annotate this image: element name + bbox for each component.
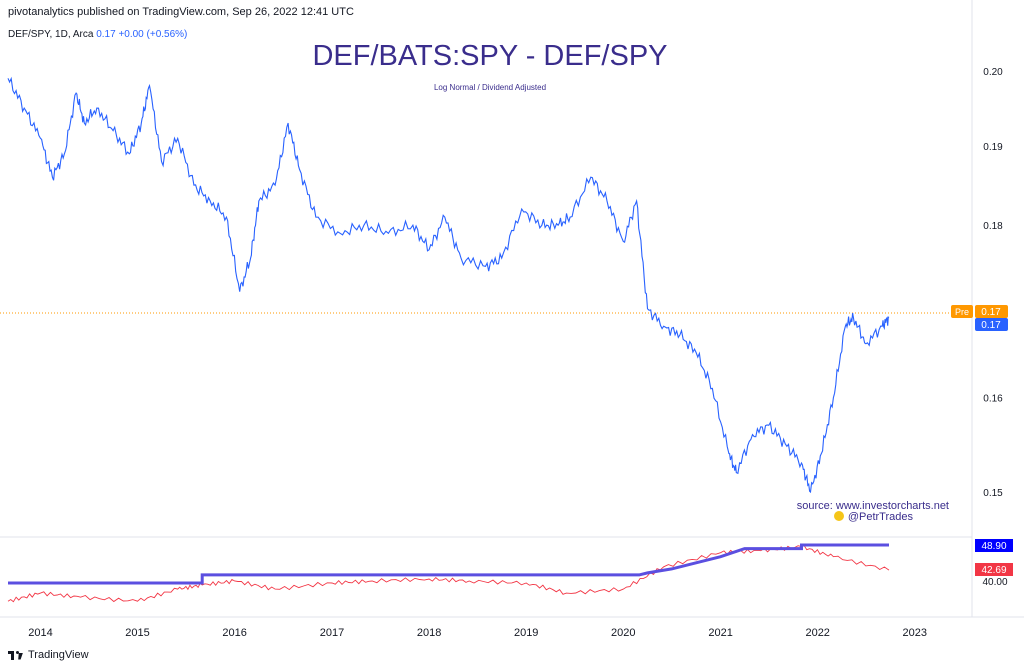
footer-brand-label: TradingView: [28, 649, 89, 661]
price-tick-label: 0.18: [983, 221, 1003, 232]
pre-badge-value: 0.17: [981, 307, 1001, 318]
last-price-badge-box: [975, 318, 1008, 331]
symbol-label: DEF/SPY, 1D, Arca: [8, 29, 94, 40]
pre-badge-box: [951, 305, 973, 318]
last-price-badge: 0.17: [975, 318, 1008, 331]
price-tick-label: 0.16: [983, 394, 1003, 405]
tradingview-logo-icon: [8, 650, 23, 660]
price-change: +0.00 (+0.56%): [118, 29, 188, 40]
pre-badge: Pre 0.17: [951, 305, 1008, 318]
time-tick-label: 2023: [903, 627, 927, 639]
time-tick-label: 2018: [417, 627, 441, 639]
step-value-badge-box: [975, 539, 1013, 552]
price-axis-ticks: 0.20 0.19 0.18 0.16 0.15: [983, 67, 1003, 499]
time-tick-label: 2016: [222, 627, 246, 639]
oscillator-value-badge-value: 42.69: [981, 565, 1006, 576]
oscillator-value-badge-box: [975, 563, 1013, 576]
step-value-badge: 48.90: [975, 539, 1013, 552]
last-price-badge-value: 0.17: [981, 320, 1001, 331]
time-axis-ticks: 2014 2015 2016 2017 2018 2019 2020 2021 2022 2023: [28, 627, 927, 639]
handle-annotation: @PetrTrades: [848, 511, 914, 523]
time-tick-label: 2015: [125, 627, 149, 639]
time-tick-label: 2021: [708, 627, 732, 639]
time-tick-label: 2017: [320, 627, 344, 639]
last-price: 0.17: [96, 29, 116, 40]
time-tick-label: 2020: [611, 627, 635, 639]
price-line: [7, 76, 890, 494]
symbol-legend[interactable]: DEF/SPY, 1D, Arca 0.17 +0.00 (+0.56%): [8, 29, 187, 40]
time-tick-label: 2022: [805, 627, 829, 639]
step-value-badge-value: 48.90: [981, 541, 1006, 552]
chart-subtitle: Log Normal / Dividend Adjusted: [433, 83, 547, 92]
step-line: [8, 543, 889, 585]
lower-series: [7, 543, 890, 603]
pre-badge-value-box: [975, 305, 1008, 318]
price-tick-label: 0.19: [983, 142, 1003, 153]
price-tick-label: 0.20: [983, 67, 1003, 78]
time-tick-label: 2019: [514, 627, 538, 639]
avatar-icon: [834, 511, 844, 521]
time-tick-label: 2014: [28, 627, 52, 639]
price-series: [7, 76, 890, 494]
price-tick-label: 0.15: [983, 488, 1003, 499]
oscillator-value-badge: 42.69: [975, 563, 1013, 576]
pre-badge-label: Pre: [955, 307, 969, 317]
publisher-caption: pivotanalytics published on TradingView.…: [8, 6, 354, 18]
footer-brand[interactable]: TradingView: [8, 649, 89, 661]
lower-pane-tick: 40.00: [982, 577, 1007, 588]
chart-title: DEF/BATS:SPY - DEF/SPY: [312, 40, 668, 72]
source-annotation: source: www.investorcharts.net: [797, 500, 949, 512]
